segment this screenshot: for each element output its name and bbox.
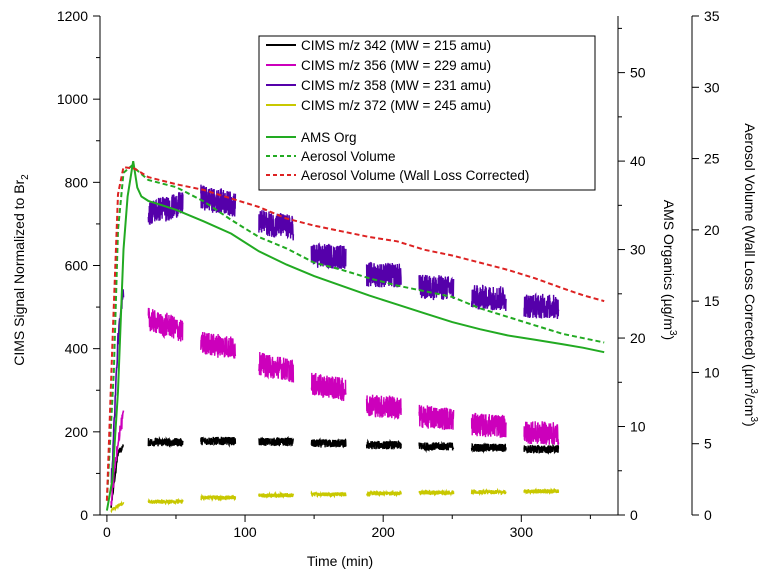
- series-line-1-segment: [523, 421, 560, 445]
- series-line-1-segment: [470, 412, 507, 438]
- y-axis-title-right-volume-sup2: 3: [748, 416, 759, 422]
- series-line-3-segment: [470, 487, 507, 497]
- right-volume-tick-label: 15: [704, 293, 720, 309]
- right-ams-tick-label: 20: [630, 330, 646, 346]
- legend-label-0: CIMS m/z 342 (MW = 215 amu): [301, 38, 491, 53]
- series-line-3-segment: [258, 490, 295, 499]
- y-axis-title-right-ams-superscript: 3: [667, 330, 678, 336]
- series-line-2-segment: [523, 292, 560, 320]
- y-axis-title-left: CIMS Signal Normalized to Br2: [11, 174, 31, 366]
- right-ams-tick-label: 40: [630, 153, 646, 169]
- left-tick-label: 600: [65, 258, 89, 274]
- legend-label-4: AMS Org: [301, 130, 357, 145]
- legend-label-5: Aerosol Volume: [301, 149, 396, 164]
- y-axis-title-right-volume-mid: /cm: [742, 394, 758, 417]
- right-ams-tick-label: 0: [630, 507, 638, 523]
- left-tick-label: 1000: [57, 91, 88, 107]
- series-line-0-segment: [470, 442, 507, 454]
- y-axis-title-right-volume-main: Aerosol Volume (Wall Loss Corrected) (µm: [742, 123, 758, 388]
- series-line-1-segment: [310, 372, 347, 402]
- right-axis-ams: 0 10 20 30 40 50: [617, 16, 646, 523]
- series-line-1-segment: [258, 351, 295, 383]
- right-volume-tick-label: 0: [704, 507, 712, 523]
- series-line-2-segment: [147, 192, 184, 225]
- series-line-1-segment: [147, 307, 184, 342]
- left-tick-label: 200: [65, 424, 89, 440]
- left-tick-label: 0: [80, 507, 88, 523]
- series-line-2-segment: [470, 284, 507, 312]
- series-line-0-segment: [365, 438, 402, 451]
- bottom-tick-label: 300: [510, 524, 534, 540]
- y-axis-title-right-volume: Aerosol Volume (Wall Loss Corrected) (µm…: [742, 123, 759, 426]
- series-line-4: [105, 160, 605, 511]
- right-volume-tick-label: 25: [704, 151, 720, 167]
- left-tick-label: 1200: [57, 8, 88, 24]
- series-line-3-segment: [418, 488, 455, 497]
- series-line-3-segment: [200, 493, 237, 502]
- series-line-1-ramp: [110, 410, 125, 506]
- right-volume-tick-label: 10: [704, 364, 720, 380]
- y-axis-title-left-subscript: 2: [20, 174, 31, 180]
- series-line-1-segment: [365, 394, 402, 420]
- series-line-0-segment: [310, 437, 347, 449]
- series-line-0-segment: [200, 436, 237, 448]
- y-axis-title-right-ams-main: AMS Organics (µg/m: [661, 200, 677, 330]
- right-volume-tick-label: 35: [704, 8, 720, 24]
- right-ams-tick-label: 50: [630, 65, 646, 81]
- plot-lines: [105, 160, 605, 514]
- series-line-3-segment: [523, 487, 560, 496]
- series-line-2-segment: [365, 261, 402, 288]
- series-line-2-segment: [258, 210, 295, 241]
- y-axis-title-right-ams-close: ): [661, 336, 677, 341]
- series-line-5: [105, 164, 605, 501]
- left-tick-label: 800: [65, 174, 89, 190]
- series-line-0-segment: [418, 440, 455, 454]
- right-volume-tick-label: 20: [704, 222, 720, 238]
- left-axis: 0 200 400 600 800 1000 1200: [57, 8, 101, 523]
- legend-label-3: CIMS m/z 372 (MW = 245 amu): [301, 98, 491, 113]
- series-line-0-segment: [523, 443, 560, 455]
- bottom-tick-label: 0: [103, 524, 111, 540]
- bottom-axis: 0 100 200 300: [100, 514, 618, 540]
- series-line-3-segment: [366, 489, 402, 498]
- legend: CIMS m/z 342 (MW = 215 amu) CIMS m/z 356 …: [258, 35, 596, 191]
- series-line-3-segment: [310, 490, 347, 499]
- y-axis-title-right-volume-close: ): [742, 422, 758, 427]
- legend-label-6: Aerosol Volume (Wall Loss Corrected): [301, 168, 529, 183]
- bottom-tick-label: 200: [371, 524, 395, 540]
- series-line-2-segment: [310, 242, 347, 270]
- series-line-1-segment: [418, 404, 455, 431]
- series-line-2-segment: [200, 184, 237, 217]
- right-ams-tick-label: 30: [630, 242, 646, 258]
- x-axis-title: Time (min): [307, 553, 373, 569]
- y-axis-title-right-volume-sup1: 3: [748, 388, 759, 394]
- legend-label-2: CIMS m/z 358 (MW = 231 amu): [301, 78, 491, 93]
- right-volume-tick-label: 5: [704, 436, 712, 452]
- series-line-1-segment: [200, 331, 237, 359]
- series-line-3-segment: [147, 498, 184, 506]
- series-line-0-segment: [258, 436, 294, 447]
- right-volume-tick-label: 30: [704, 79, 720, 95]
- left-tick-label: 400: [65, 341, 89, 357]
- right-ams-tick-label: 10: [630, 419, 646, 435]
- bottom-tick-label: 100: [233, 524, 257, 540]
- series-line-2-segment: [418, 274, 455, 301]
- legend-box: [258, 35, 596, 191]
- legend-label-1: CIMS m/z 356 (MW = 229 amu): [301, 58, 491, 73]
- right-axis-volume: 0 5 10 15 20 25 30 35: [691, 8, 720, 523]
- y-axis-title-left-main: CIMS Signal Normalized to Br: [11, 179, 27, 365]
- y-axis-title-right-ams: AMS Organics (µg/m3): [661, 200, 678, 340]
- series-line-3-ramp: [110, 500, 125, 514]
- series-line-0-segment: [147, 435, 184, 448]
